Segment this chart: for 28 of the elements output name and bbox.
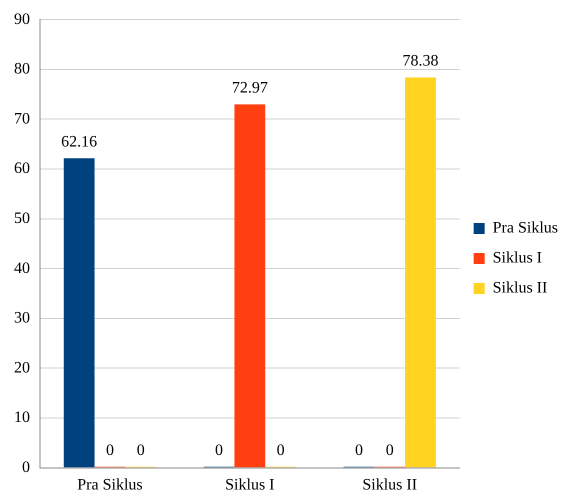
x-tick-label: Siklus I	[225, 476, 274, 494]
legend-label: Siklus I	[492, 250, 542, 267]
data-label: 0	[215, 442, 224, 460]
y-tick-label: 10	[14, 409, 30, 426]
y-tick-label: 80	[14, 60, 30, 78]
legend-label: Pra Siklus	[492, 220, 558, 237]
data-label: 62.16	[61, 133, 98, 150]
legend-label: Siklus II	[492, 280, 548, 297]
data-label: 72.97	[232, 80, 268, 97]
data-label: 0	[106, 442, 114, 460]
y-tick-label: 30	[14, 310, 30, 327]
data-label: 0	[276, 442, 285, 460]
y-tick-label: 60	[14, 160, 30, 178]
x-tick-label: Pra Siklus	[77, 476, 143, 494]
bar	[234, 104, 266, 468]
data-label: 78.38	[402, 52, 438, 70]
data-label: 0	[354, 442, 363, 460]
data-label: 0	[136, 442, 145, 460]
y-tick-label: 70	[14, 110, 30, 128]
y-tick-label: 0	[22, 459, 30, 476]
y-tick-label: 40	[14, 260, 30, 277]
data-label: 0	[386, 442, 394, 460]
y-tick-label: 50	[14, 210, 30, 228]
x-tick-label: Siklus II	[362, 476, 418, 494]
bar	[64, 158, 95, 468]
bar	[405, 77, 436, 468]
y-tick-label: 90	[14, 10, 30, 28]
y-tick-label: 20	[14, 359, 30, 376]
